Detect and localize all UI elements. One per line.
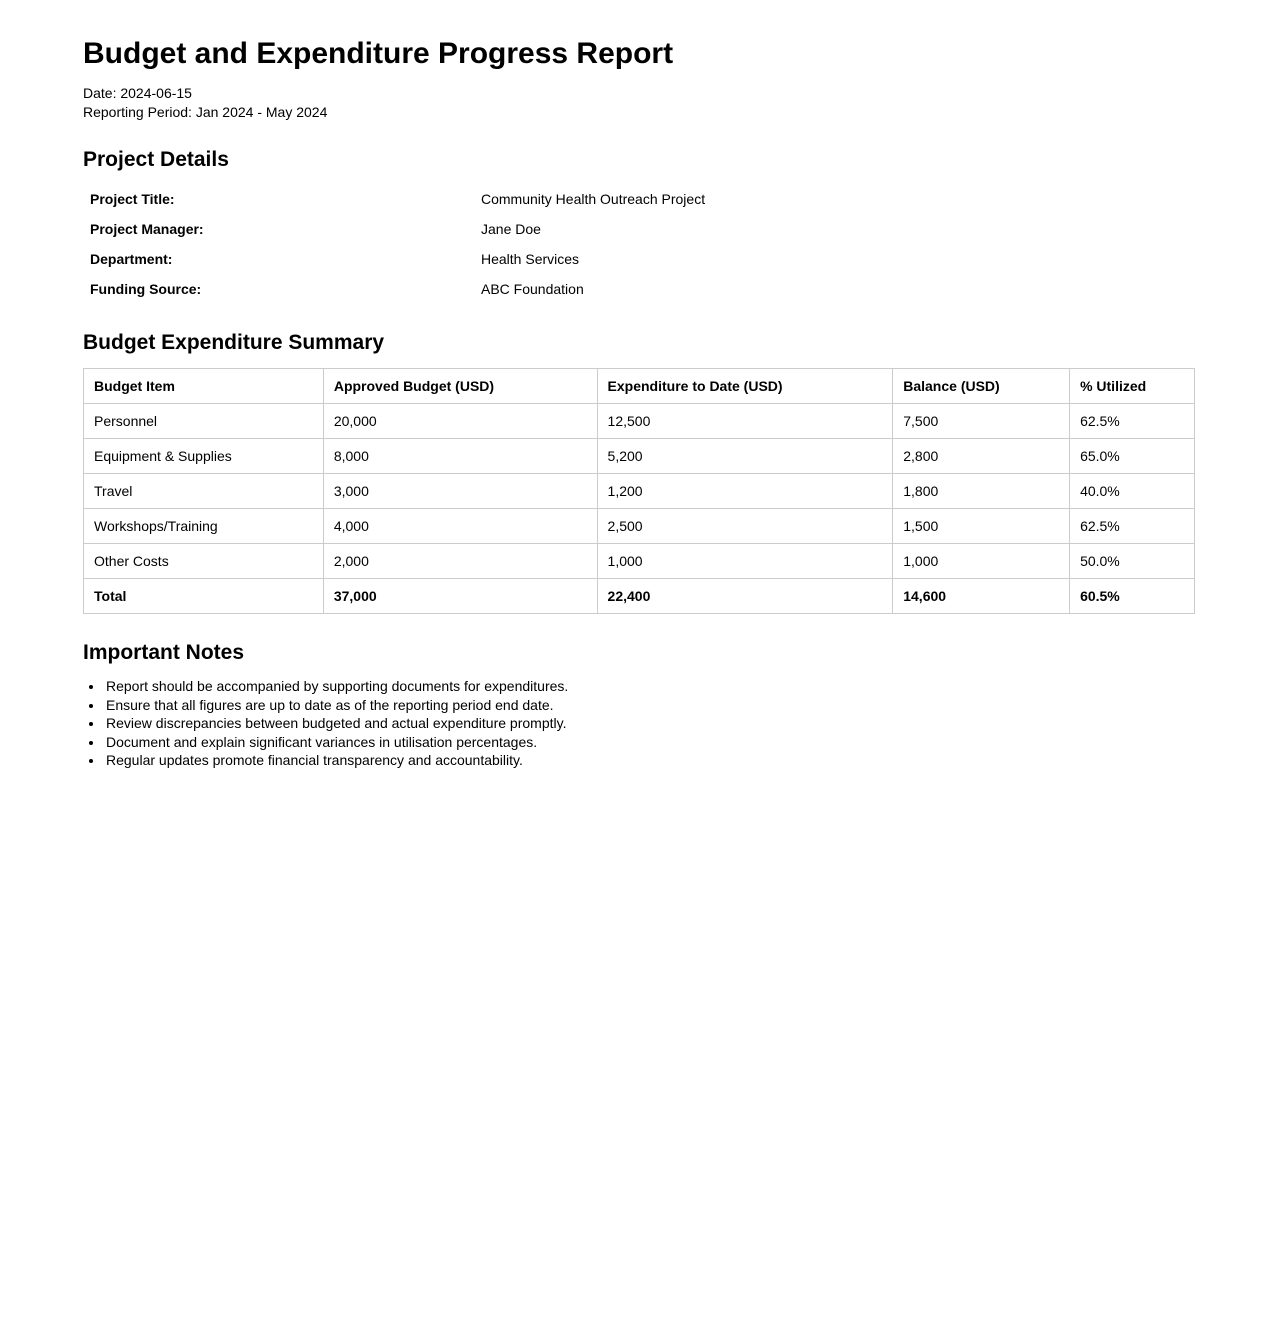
table-row-equipment-supplies: Equipment & Supplies 8,000 5,200 2,800 6… [83,438,1195,474]
detail-row-project-title: Project Title: Community Health Outreach… [83,184,1195,214]
column-header-expenditure: Expenditure to Date (USD) [596,368,894,404]
table-row-travel: Travel 3,000 1,200 1,800 40.0% [83,473,1195,509]
column-header-utilized: % Utilized [1069,368,1195,404]
detail-label: Funding Source: [90,281,202,297]
column-header-balance: Balance (USD) [892,368,1071,404]
table-cell-total-expenditure: 22,400 [596,578,894,614]
budget-summary-heading: Budget Expenditure Summary [83,331,385,354]
table-cell: 1,200 [596,473,894,509]
table-cell: 62.5% [1069,508,1195,544]
table-cell: 1,800 [892,473,1071,509]
table-cell-total-balance: 14,600 [892,578,1071,614]
table-cell: 40.0% [1069,473,1195,509]
table-cell: 1,000 [892,543,1071,579]
note-item: Review discrepancies between budgeted an… [104,714,1195,733]
table-row-personnel: Personnel 20,000 12,500 7,500 62.5% [83,403,1195,439]
table-cell-total-budget: 37,000 [322,578,598,614]
note-item: Ensure that all figures are up to date a… [104,696,1195,715]
table-cell: 1,500 [892,508,1071,544]
table-row-workshops-training: Workshops/Training 4,000 2,500 1,500 62.… [83,508,1195,544]
column-header-budget-item: Budget Item [83,368,324,404]
table-cell: 1,000 [596,543,894,579]
table-cell: 12,500 [596,403,894,439]
table-cell: 2,500 [596,508,894,544]
table-cell: Workshops/Training [83,508,324,544]
table-cell: 3,000 [322,473,598,509]
project-details: Project Title: Community Health Outreach… [83,184,1195,304]
table-cell: Equipment & Supplies [83,438,324,474]
table-header-row: Budget Item Approved Budget (USD) Expend… [83,368,1195,404]
detail-value: Community Health Outreach Project [481,191,706,207]
detail-value: Jane Doe [481,221,541,237]
detail-row-department: Department: Health Services [83,244,1195,274]
detail-label: Project Title: [90,191,175,207]
detail-row-project-manager: Project Manager: Jane Doe [83,214,1195,244]
table-cell: 4,000 [322,508,598,544]
table-cell: 2,800 [892,438,1071,474]
table-cell: 2,000 [322,543,598,579]
table-cell: 7,500 [892,403,1071,439]
table-row-other-costs: Other Costs 2,000 1,000 1,000 50.0% [83,543,1195,579]
detail-label: Department: [90,251,173,267]
table-cell: 20,000 [322,403,598,439]
important-notes-heading: Important Notes [83,641,245,664]
report-page: Budget and Expenditure Progress Report D… [0,37,1278,770]
table-cell: 5,200 [596,438,894,474]
table-cell: 8,000 [322,438,598,474]
report-title: Budget and Expenditure Progress Report [83,37,674,70]
table-cell: Travel [83,473,324,509]
detail-label: Project Manager: [90,221,204,237]
table-cell: 65.0% [1069,438,1195,474]
table-cell: Other Costs [83,543,324,579]
detail-value: Health Services [481,251,580,267]
project-details-heading: Project Details [83,148,229,171]
note-item: Report should be accompanied by supporti… [104,677,1195,696]
important-notes-list: Report should be accompanied by supporti… [83,677,1195,770]
table-cell: 50.0% [1069,543,1195,579]
note-item: Regular updates promote financial transp… [104,751,1195,770]
detail-value: ABC Foundation [481,281,584,297]
column-header-approved-budget: Approved Budget (USD) [322,368,598,404]
reporting-period: Reporting Period: Jan 2024 - May 2024 [83,103,328,120]
table-cell: 62.5% [1069,403,1195,439]
budget-summary-table: Budget Item Approved Budget (USD) Expend… [83,368,1195,614]
note-item: Document and explain significant varianc… [104,733,1195,752]
table-cell: Personnel [83,403,324,439]
report-meta: Date: 2024-06-15 Reporting Period: Jan 2… [83,84,1195,121]
report-date: Date: 2024-06-15 [83,85,192,101]
detail-row-funding-source: Funding Source: ABC Foundation [83,274,1195,304]
table-cell-total-label: Total [83,578,324,614]
table-row-total: Total 37,000 22,400 14,600 60.5% [83,578,1195,614]
table-cell-total-utilized: 60.5% [1069,578,1195,614]
